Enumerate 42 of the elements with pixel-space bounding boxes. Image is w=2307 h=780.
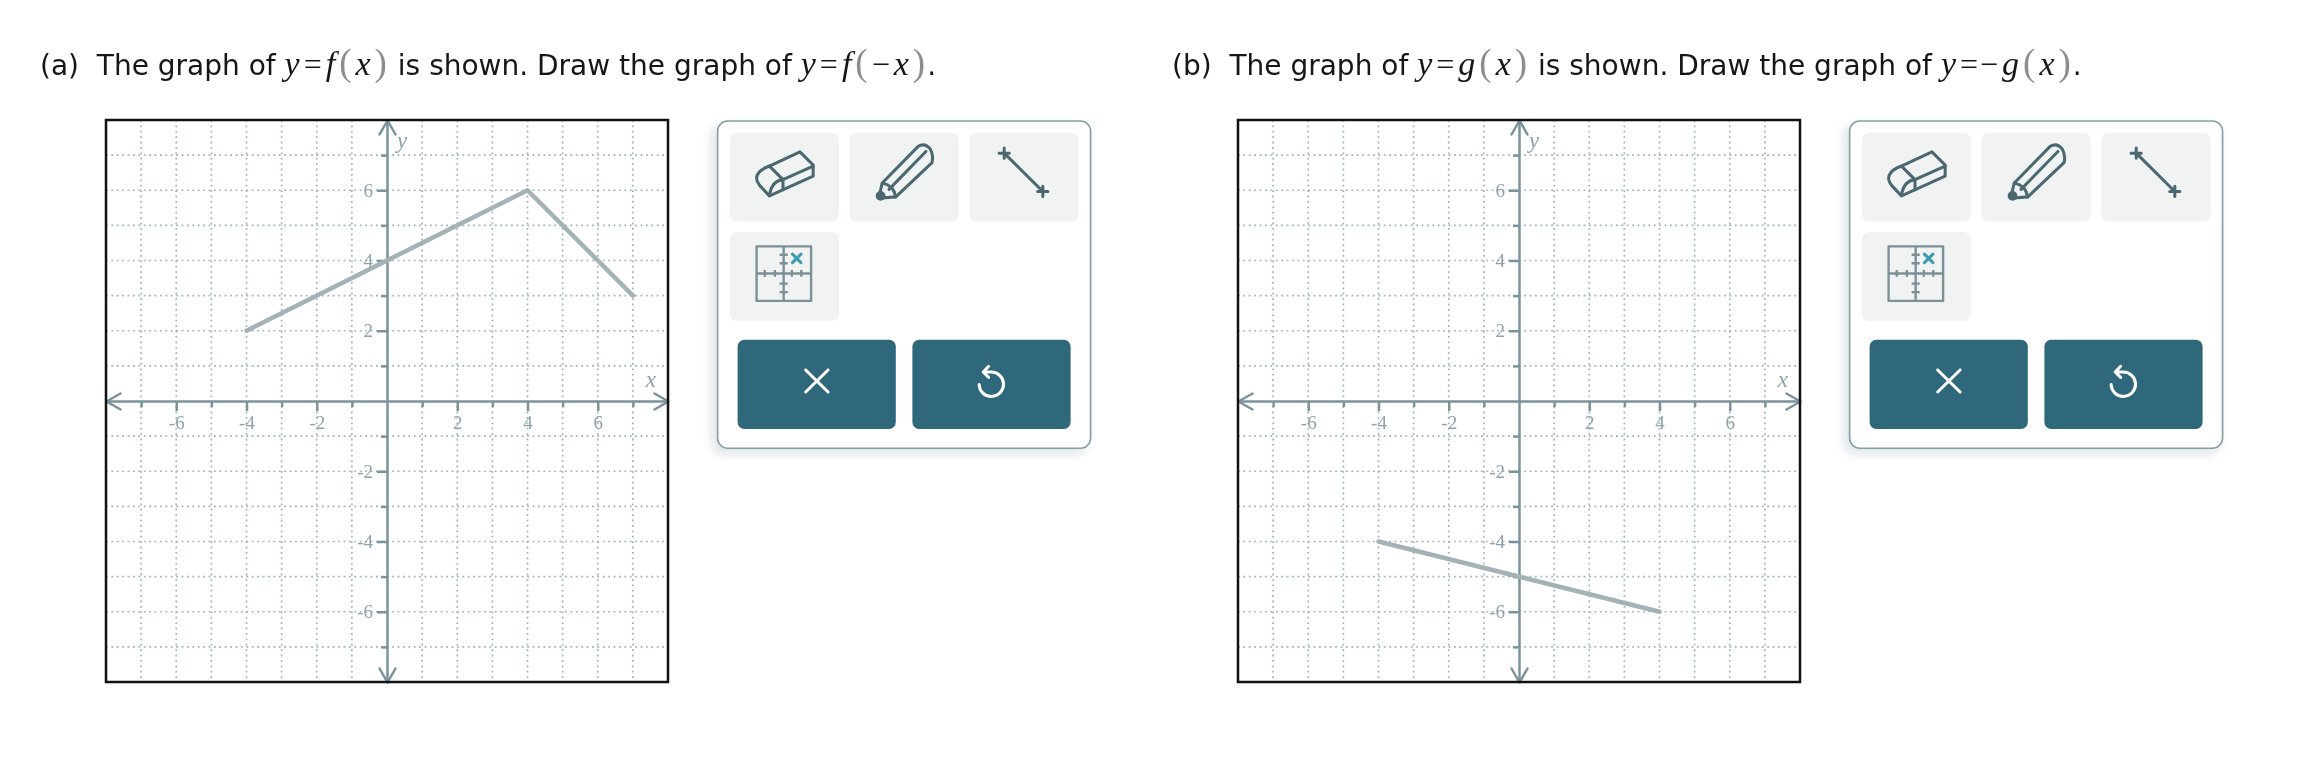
pencil-button[interactable]: [1981, 132, 2091, 222]
y-axis-title: y: [395, 128, 408, 153]
y-tick-label: -6: [1489, 601, 1505, 623]
y-tick-label: -2: [1489, 460, 1505, 482]
x-tick-label: 6: [1725, 412, 1735, 434]
x-tick-label: 4: [523, 412, 534, 434]
segment-button[interactable]: [969, 132, 1079, 222]
y-tick-label: -4: [357, 531, 374, 553]
segment-button[interactable]: [2101, 132, 2211, 222]
graph-paper-button[interactable]: [729, 232, 839, 322]
y-tick-label: 6: [363, 179, 373, 201]
y-tick-label: 4: [1495, 250, 1506, 272]
clear-button[interactable]: [737, 339, 896, 429]
y-tick-label: -2: [357, 460, 373, 482]
pencil-button[interactable]: [849, 132, 959, 222]
x-tick-label: -6: [168, 412, 185, 434]
x-axis-title: x: [644, 367, 657, 392]
y-tick-label: -4: [1489, 531, 1506, 553]
eraser-button[interactable]: [729, 132, 839, 222]
x-tick-label: -4: [239, 412, 256, 434]
y-tick-label: 6: [1495, 179, 1505, 201]
y-tick-label: 2: [1495, 320, 1505, 342]
y-tick-label: 4: [363, 250, 374, 272]
chart-title: (a) The graph of y=f(x) is shown. Draw the graph of y=f(−x).: [40, 42, 937, 83]
undo-button[interactable]: [2044, 339, 2203, 429]
graph-paper-button[interactable]: [1861, 232, 1971, 322]
clear-button[interactable]: [1869, 339, 2028, 429]
x-tick-label: -2: [309, 412, 326, 434]
x-axis-title: x: [1776, 367, 1789, 392]
x-tick-label: -2: [1441, 412, 1458, 434]
x-tick-label: -4: [1371, 412, 1388, 434]
chart-title: (b) The graph of y=g(x) is shown. Draw the graph of y=−g(x).: [1172, 42, 2082, 83]
y-axis-title: y: [1527, 128, 1540, 153]
x-tick-label: 6: [593, 412, 603, 434]
x-tick-label: -6: [1300, 412, 1317, 434]
x-tick-label: 2: [1585, 412, 1595, 434]
y-tick-label: 2: [363, 320, 373, 342]
undo-button[interactable]: [912, 339, 1071, 429]
eraser-button[interactable]: [1861, 132, 1971, 222]
x-tick-label: 4: [1655, 412, 1666, 434]
x-tick-label: 2: [453, 412, 463, 434]
y-tick-label: -6: [357, 601, 373, 623]
